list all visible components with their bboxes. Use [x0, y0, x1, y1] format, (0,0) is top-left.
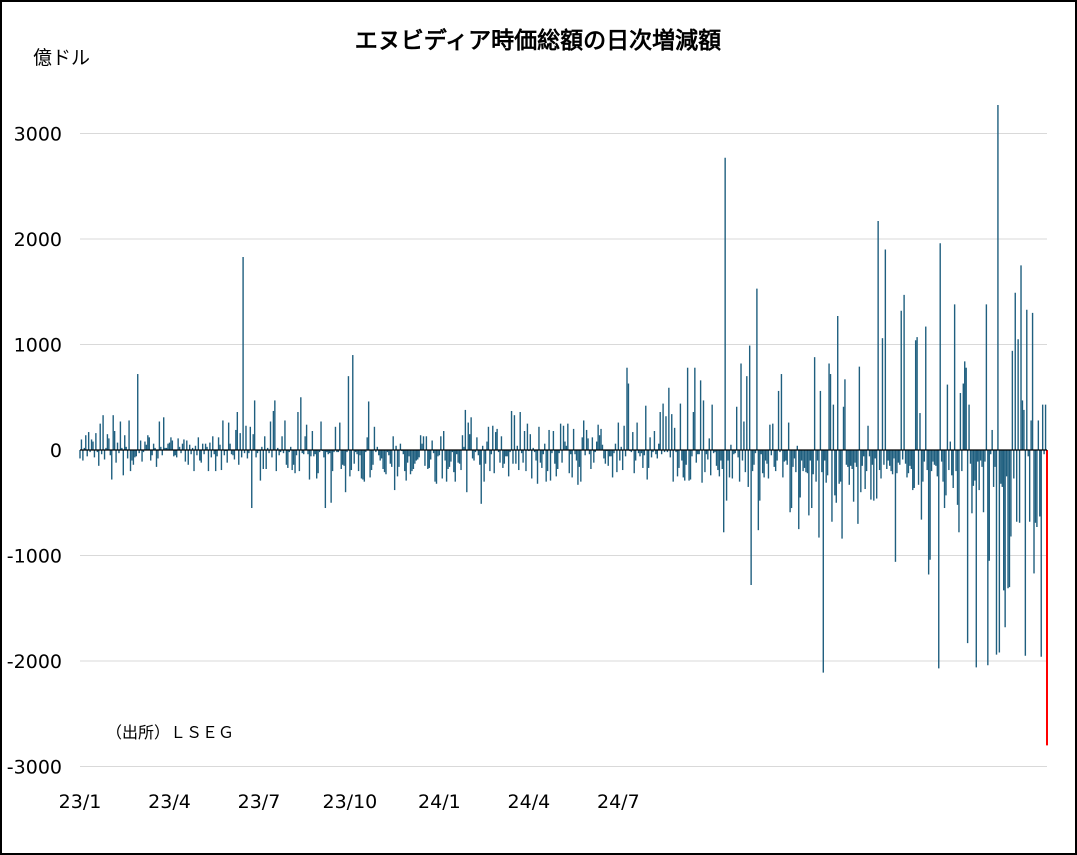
y-axis-ticks: 3000 2000 1000 0 -1000 -2000 -3000: [7, 124, 62, 779]
x-tick-label: 23/7: [238, 791, 281, 813]
y-tick-label: -2000: [7, 651, 62, 673]
x-axis-ticks: 23/1 23/4 23/7 23/10 24/1 24/4 24/7: [59, 791, 640, 813]
x-tick-label: 24/1: [418, 791, 461, 813]
y-axis-unit-label: 億ドル: [33, 47, 90, 69]
y-tick-label: 0: [50, 440, 62, 462]
chart-title: エヌビディア時価総額の日次増減額: [355, 27, 721, 54]
x-tick-label: 24/7: [597, 791, 640, 813]
y-tick-label: 2000: [14, 229, 62, 251]
bars: [79, 105, 1048, 746]
source-note: （出所）ＬＳＥＧ: [106, 723, 234, 742]
gridlines: [80, 133, 1047, 767]
x-tick-label: 23/4: [148, 791, 191, 813]
x-tick-label: 23/1: [59, 791, 102, 813]
y-tick-label: -1000: [7, 546, 62, 568]
y-tick-label: 3000: [14, 124, 62, 146]
x-tick-label: 23/10: [323, 791, 378, 813]
y-tick-label: 1000: [14, 335, 62, 357]
y-tick-label: -3000: [7, 757, 62, 779]
x-tick-label: 24/4: [508, 791, 551, 813]
